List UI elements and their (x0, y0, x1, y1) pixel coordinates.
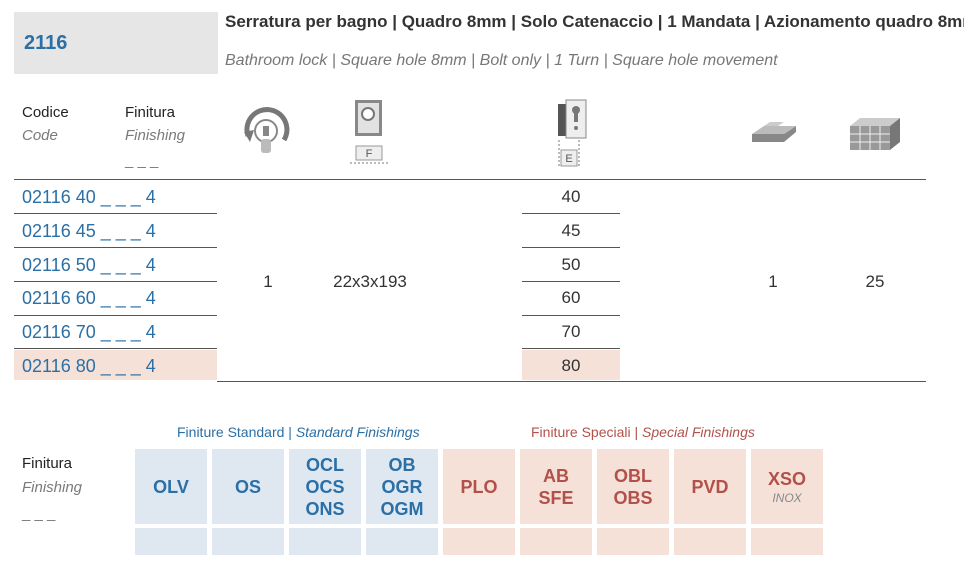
finish-code: OS (234, 476, 261, 497)
finish-option-obl: OBL OBS (597, 449, 669, 524)
finish-code: OBL (614, 465, 652, 486)
finish-code: OLV (153, 476, 189, 497)
finish-code: OB (388, 454, 416, 475)
row-rule (522, 315, 620, 316)
row-rule (14, 315, 217, 316)
finish-code: PVD (691, 476, 729, 497)
table-row-code: 02116 70 _ _ _ 4 (22, 322, 156, 342)
finish-option-ob: OB OGR OGM (366, 449, 438, 524)
finish-header-it: Finitura (125, 104, 176, 121)
highlight-backset-row (522, 350, 620, 380)
finish-swatch-slot (597, 528, 669, 555)
finish-option-olv: OLV (135, 449, 207, 524)
finish-swatch-slot (443, 528, 515, 555)
backset-value: 40 (561, 187, 581, 206)
turn-icon (244, 107, 290, 153)
finish-option-pvd: PVD (674, 449, 746, 524)
table-row-code: 02116 50 _ _ _ 4 (22, 255, 156, 275)
pack-icon (752, 122, 796, 142)
special-title-en: Special Finishings (642, 424, 755, 440)
table-row-code: 02116 60 _ _ _ 4 (22, 288, 156, 308)
finish-swatch-slot (366, 528, 438, 555)
finish-swatch-slot (135, 528, 207, 555)
table-row-code: 02116 45 _ _ _ 4 (22, 221, 156, 241)
special-title-it: Finiture Speciali (531, 424, 631, 440)
faceplate-label: F (366, 148, 373, 160)
standard-title-en: Standard Finishings (295, 424, 420, 440)
code-header-en: Code (22, 127, 58, 144)
finish-swatch-slot (520, 528, 592, 555)
finish-option-plo: PLO (443, 449, 515, 524)
row-rule (14, 247, 217, 248)
table-bottom-rule (217, 381, 926, 382)
title-separator: | (634, 424, 639, 440)
row-rule (14, 348, 217, 349)
pack-value: 1 (768, 272, 778, 291)
backset-icon: E (558, 99, 587, 168)
finish-option-os: OS (212, 449, 284, 524)
faceplate-icon: F (350, 100, 388, 164)
standard-title-it: Finiture Standard (177, 424, 285, 440)
finish-code: SFE (538, 487, 574, 508)
faceplate-value: 22x3x193 (333, 272, 407, 291)
title-english: Bathroom lock | Square hole 8mm | Bolt o… (225, 52, 778, 69)
standard-finishes-title: Finiture Standard | Standard Finishings (177, 424, 420, 440)
finish-code: XSO (767, 468, 806, 489)
finish-header-blank: _ _ _ (125, 152, 159, 169)
backset-label: E (565, 153, 572, 165)
finish-code: OBS (613, 487, 653, 508)
finishes-label-it: Finitura (22, 455, 73, 472)
finishes-label-en: Finishing (22, 479, 83, 496)
backset-value: 45 (561, 221, 581, 240)
backset-value: 70 (561, 322, 581, 341)
box-value: 25 (865, 272, 885, 291)
row-rule (14, 213, 217, 214)
product-code-box: 2116 (14, 12, 218, 74)
finish-note: INOX (772, 490, 802, 505)
finish-option-ocl: OCL OCS ONS (289, 449, 361, 524)
turns-value: 1 (263, 272, 273, 291)
row-rule (522, 348, 620, 349)
highlight-code-row (14, 350, 217, 380)
finish-code: OCS (305, 476, 345, 497)
finish-header-en: Finishing (125, 127, 186, 144)
table-row-code: 02116 40 _ _ _ 4 (22, 187, 156, 207)
finish-code: AB (543, 465, 569, 486)
finish-code: OGR (381, 476, 423, 497)
row-rule (522, 281, 620, 282)
backset-value: 50 (561, 255, 581, 274)
product-code: 2116 (24, 32, 68, 54)
row-rule (522, 213, 620, 214)
backset-value: 60 (561, 288, 581, 307)
finish-swatch-slot (674, 528, 746, 555)
finish-code: ONS (305, 498, 345, 519)
finish-code: PLO (460, 476, 498, 497)
code-header-it: Codice (22, 104, 69, 121)
row-rule (522, 247, 620, 248)
table-row-code: 02116 80 _ _ _ 4 (22, 356, 156, 376)
header-rule (14, 179, 926, 180)
box-pack-icon (850, 118, 900, 150)
finish-code: OCL (306, 454, 344, 475)
backset-value: 80 (561, 356, 581, 375)
special-finishes-title: Finiture Speciali | Special Finishings (531, 424, 755, 440)
finish-swatch-slot (212, 528, 284, 555)
finish-code: OGM (380, 498, 424, 519)
title-separator: | (288, 424, 292, 440)
finish-swatch-slot (751, 528, 823, 555)
finish-option-ab: AB SFE (520, 449, 592, 524)
finish-swatch-slot (289, 528, 361, 555)
finishes-label-blank: _ _ _ (22, 505, 56, 522)
row-rule (14, 281, 217, 282)
finish-option-xso: XSO INOX (751, 449, 823, 524)
title-italian: Serratura per bagno | Quadro 8mm | Solo … (225, 12, 964, 31)
